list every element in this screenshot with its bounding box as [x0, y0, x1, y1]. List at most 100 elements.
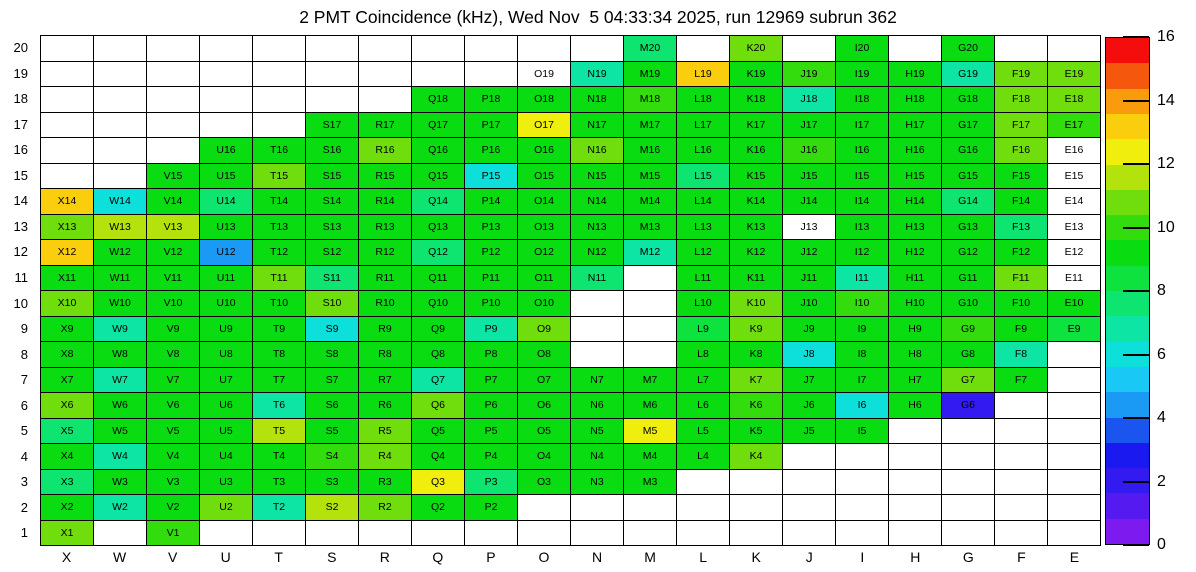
heatmap-cell-E15: E15	[1048, 163, 1101, 189]
y-axis-label-10: 10	[13, 295, 28, 311]
heatmap-cell-N4: N4	[571, 444, 624, 470]
heatmap-cell-E11: E11	[1048, 265, 1101, 291]
heatmap-cell-E9: E9	[1048, 316, 1101, 342]
heatmap-cell-I11: I11	[836, 265, 889, 291]
y-axis-label-13: 13	[13, 218, 28, 234]
heatmap-cell-F3	[995, 469, 1048, 495]
heatmap-cell-G1	[942, 520, 995, 546]
heatmap-cell-J10: J10	[783, 291, 836, 317]
heatmap-cell-X11: X11	[41, 265, 94, 291]
heatmap-cell-F9: F9	[995, 316, 1048, 342]
heatmap-cell-G8: G8	[942, 342, 995, 368]
heatmap-cell-N17: N17	[571, 112, 624, 138]
heatmap-cell-S8: S8	[306, 342, 359, 368]
heatmap-cell-J7: J7	[783, 367, 836, 393]
heatmap-cell-R12: R12	[359, 240, 412, 266]
heatmap-cell-E10: E10	[1048, 291, 1101, 317]
heatmap-cell-H17: H17	[889, 112, 942, 138]
heatmap-cell-X2: X2	[41, 495, 94, 521]
heatmap-cell-M17: M17	[624, 112, 677, 138]
heatmap-cell-X19	[41, 61, 94, 87]
heatmap-cell-J13: J13	[783, 214, 836, 240]
colorbar-tick-8	[1123, 290, 1149, 292]
heatmap-cell-N20	[571, 36, 624, 62]
heatmap-cell-J3	[783, 469, 836, 495]
heatmap-cell-V15: V15	[147, 163, 200, 189]
heatmap-cell-X1: X1	[41, 520, 94, 546]
heatmap-cell-S11: S11	[306, 265, 359, 291]
heatmap-cell-V18	[147, 87, 200, 113]
heatmap-cell-X18	[41, 87, 94, 113]
x-axis-label-O: O	[538, 549, 550, 565]
heatmap-cell-G13: G13	[942, 214, 995, 240]
heatmap-cell-O12: O12	[518, 240, 571, 266]
heatmap-cell-I15: I15	[836, 163, 889, 189]
colorbar-band-19	[1106, 38, 1149, 64]
heatmap-cell-S12: S12	[306, 240, 359, 266]
colorbar-tick-4	[1123, 417, 1149, 419]
y-axis-label-6: 6	[20, 397, 28, 413]
heatmap-cell-T11: T11	[253, 265, 306, 291]
heatmap-cell-Q12: Q12	[412, 240, 465, 266]
heatmap-cell-Q10: Q10	[412, 291, 465, 317]
heatmap-cell-I17: I17	[836, 112, 889, 138]
heatmap-cell-H4	[889, 444, 942, 470]
heatmap-cell-I4	[836, 444, 889, 470]
colorbar-tick-label-8: 8	[1157, 282, 1166, 299]
heatmap-cell-O14: O14	[518, 189, 571, 215]
heatmap-cell-F10: F10	[995, 291, 1048, 317]
heatmap-cell-P10: P10	[465, 291, 518, 317]
heatmap-cell-G6: G6	[942, 393, 995, 419]
colorbar-tick-label-10: 10	[1157, 218, 1175, 236]
heatmap-cell-M4: M4	[624, 444, 677, 470]
x-axis-label-T: T	[274, 549, 283, 565]
heatmap-cell-Q7: Q7	[412, 367, 465, 393]
heatmap-cell-O2	[518, 495, 571, 521]
colorbar-band-1	[1106, 493, 1149, 520]
heatmap-cell-E17: E17	[1048, 112, 1101, 138]
heatmap-cell-P3: P3	[465, 469, 518, 495]
colorbar-band-5	[1106, 392, 1149, 418]
heatmap-cell-E2	[1048, 495, 1101, 521]
heatmap-cell-E5	[1048, 418, 1101, 444]
heatmap-cell-V20	[147, 36, 200, 62]
heatmap-cell-H9: H9	[889, 316, 942, 342]
y-axis-label-17: 17	[13, 116, 28, 132]
heatmap-cell-W13: W13	[94, 214, 147, 240]
y-axis-label-11: 11	[14, 269, 29, 285]
heatmap-cell-W6: W6	[94, 393, 147, 419]
heatmap-cell-H16: H16	[889, 138, 942, 164]
heatmap-cell-V6: V6	[147, 393, 200, 419]
heatmap-cell-W20	[94, 36, 147, 62]
heatmap-cell-G2	[942, 495, 995, 521]
heatmap-cell-X16	[41, 138, 94, 164]
heatmap-cell-H11: H11	[889, 265, 942, 291]
x-axis-label-J: J	[805, 549, 813, 565]
heatmap-cell-S14: S14	[306, 189, 359, 215]
heatmap-cell-M2	[624, 495, 677, 521]
heatmap-cell-P5: P5	[465, 418, 518, 444]
heatmap-cell-O1	[518, 520, 571, 546]
heatmap-cell-I8: I8	[836, 342, 889, 368]
heatmap-cell-W19	[94, 61, 147, 87]
heatmap-cell-E7	[1048, 367, 1101, 393]
heatmap-cell-R10: R10	[359, 291, 412, 317]
heatmap-cell-M3: M3	[624, 469, 677, 495]
heatmap-cell-I16: I16	[836, 138, 889, 164]
heatmap-cell-R8: R8	[359, 342, 412, 368]
heatmap-cell-M16: M16	[624, 138, 677, 164]
heatmap-cell-M1	[624, 520, 677, 546]
heatmap-cell-R3: R3	[359, 469, 412, 495]
colorbar-band-16	[1106, 113, 1149, 140]
heatmap-cell-K8: K8	[730, 342, 783, 368]
heatmap-cell-P19	[465, 61, 518, 87]
y-axis-label-18: 18	[13, 91, 28, 107]
heatmap-cell-J2	[783, 495, 836, 521]
heatmap-cell-W11: W11	[94, 265, 147, 291]
heatmap-cell-W3: W3	[94, 469, 147, 495]
x-axis-label-R: R	[379, 549, 390, 565]
heatmap-cell-H8: H8	[889, 342, 942, 368]
heatmap-cell-S6: S6	[306, 393, 359, 419]
heatmap-cell-R6: R6	[359, 393, 412, 419]
